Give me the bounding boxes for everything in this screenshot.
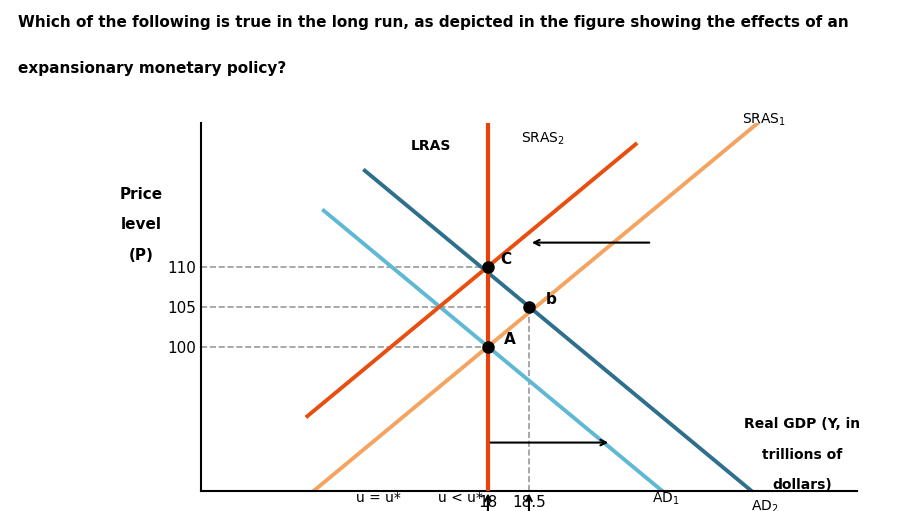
Text: LRAS: LRAS	[410, 138, 450, 153]
Text: trillions of: trillions of	[762, 448, 842, 462]
Text: b: b	[545, 292, 556, 307]
Text: Which of the following is true in the long run, as depicted in the figure showin: Which of the following is true in the lo…	[18, 15, 848, 30]
Text: dollars): dollars)	[772, 478, 832, 493]
Text: level: level	[121, 217, 161, 233]
Text: Price: Price	[119, 187, 163, 202]
Text: AD$_2$: AD$_2$	[750, 498, 777, 511]
Text: A: A	[504, 332, 516, 347]
Text: expansionary monetary policy?: expansionary monetary policy?	[18, 61, 286, 76]
Text: AD$_1$: AD$_1$	[651, 491, 679, 507]
Text: SRAS$_2$: SRAS$_2$	[520, 131, 564, 147]
Text: (P): (P)	[128, 248, 154, 263]
Text: SRAS$_1$: SRAS$_1$	[742, 111, 785, 128]
Text: Real GDP (Y, in: Real GDP (Y, in	[743, 417, 860, 431]
Text: u < u*: u < u*	[437, 491, 483, 505]
Text: u = u*: u = u*	[355, 491, 401, 505]
Text: C: C	[499, 252, 511, 267]
